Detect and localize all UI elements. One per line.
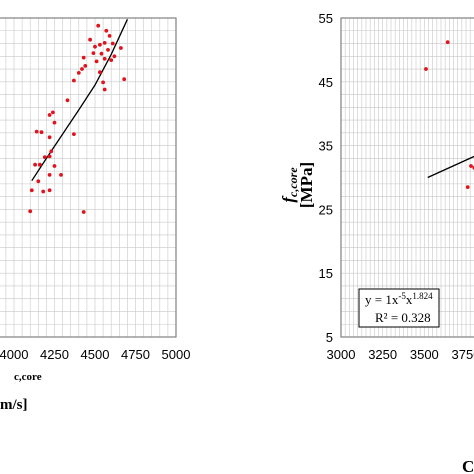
chart-left-xlabel-fragment-bottom: m/s] — [0, 397, 28, 413]
chart-right-points — [424, 40, 474, 190]
chart-right-ylabel: fc,core [MPa] — [279, 162, 316, 208]
x-tick-label: 3000 — [327, 347, 356, 362]
data-point — [51, 110, 55, 115]
chart-left-points — [28, 23, 127, 214]
data-point — [39, 130, 44, 135]
x-tick-label: 4750 — [121, 347, 150, 362]
data-point — [49, 149, 54, 154]
data-point — [65, 98, 70, 103]
chart-right-y-ticks: 5 15 25 35 45 55 — [319, 11, 333, 345]
data-point — [80, 67, 84, 71]
data-point — [465, 185, 470, 190]
ylabel-subscript: c,core — [286, 167, 300, 197]
data-point — [29, 188, 34, 193]
data-point — [76, 71, 81, 75]
data-point — [33, 162, 37, 167]
data-point — [99, 51, 104, 56]
data-point — [81, 55, 86, 60]
x-tick-label: 4000 — [0, 347, 28, 362]
data-point — [83, 64, 88, 68]
chart-left-x-ticks: 4000 4250 4500 4750 5000 — [0, 347, 190, 362]
y-tick-label: 35 — [319, 139, 333, 154]
chart-left-vpulse: 4000 4250 4500 4750 5000 c,core m/s] — [0, 17, 190, 413]
data-point — [112, 54, 117, 59]
data-point — [34, 129, 39, 134]
x-tick-label: 4500 — [81, 347, 110, 362]
data-point — [122, 77, 127, 82]
x-tick-label: 3750 — [452, 347, 474, 362]
x-tick-label: 3250 — [368, 347, 397, 362]
equation-x-char: x — [392, 292, 399, 307]
y-tick-label: 15 — [319, 266, 333, 281]
data-point — [110, 41, 115, 46]
chart-right-trendline — [427, 155, 474, 179]
data-point — [47, 113, 52, 117]
equation-exp2: 1.824 — [412, 291, 433, 301]
chart-right-gridlines — [340, 17, 474, 338]
y-tick-label: 55 — [319, 11, 333, 26]
data-point — [47, 173, 52, 177]
data-point — [93, 44, 97, 49]
data-point — [106, 48, 110, 52]
data-point — [445, 40, 450, 45]
data-point — [424, 67, 428, 71]
equation-prefix: y = 1 — [365, 292, 392, 307]
data-point — [107, 34, 112, 38]
data-point — [42, 155, 47, 160]
data-point — [72, 132, 76, 137]
x-tick-label: 4250 — [40, 347, 69, 362]
data-point — [96, 23, 101, 28]
svg-text:fc,core: fc,core — [279, 167, 300, 203]
chart-left-gridlines — [0, 17, 177, 338]
data-point — [59, 173, 63, 177]
data-point — [94, 59, 99, 64]
x-tick-label: 5000 — [162, 347, 191, 362]
data-point — [119, 46, 123, 50]
chart-left-xlabel-fragment-top: c,core — [14, 371, 42, 383]
y-tick-label: 25 — [319, 202, 333, 217]
data-point — [47, 154, 52, 159]
svg-text:y = 1x-5x1.824: y = 1x-5x1.824 — [365, 291, 433, 307]
data-point — [28, 209, 33, 214]
chart-left-trendline — [31, 19, 128, 182]
data-point — [47, 135, 52, 140]
data-point — [102, 56, 107, 61]
y-tick-label: 5 — [326, 330, 333, 345]
equation-r2: R² = 0.328 — [375, 310, 431, 325]
x-tick-label: 3500 — [410, 347, 439, 362]
ylabel-symbol: f — [279, 195, 298, 203]
ylabel-unit: [MPa] — [297, 162, 316, 208]
chart-right-x-ticks: 3000 3250 3500 3750 — [327, 347, 474, 362]
chart-right-vpulse: 3000 3250 3500 3750 5 15 25 35 45 55 fc,core [MP… — [279, 11, 474, 474]
data-point — [104, 28, 109, 33]
chart-right-xlabel-fragment: C — [462, 457, 474, 474]
data-point — [38, 162, 42, 167]
data-point — [52, 120, 57, 125]
data-point — [98, 42, 102, 47]
chart-right-plot-frame — [340, 17, 474, 338]
chart-left-plot-frame — [0, 17, 177, 338]
data-point — [101, 80, 105, 85]
equation-exp1: -5 — [398, 291, 406, 301]
data-point — [98, 70, 102, 75]
data-point — [36, 179, 41, 184]
chart-right-equation-box: y = 1x-5x1.824 R² = 0.328 — [358, 288, 440, 328]
data-point — [88, 37, 92, 42]
data-point — [91, 51, 96, 55]
data-point — [102, 41, 107, 45]
data-point — [102, 87, 107, 92]
data-point — [109, 58, 114, 62]
data-point — [72, 78, 76, 83]
equation-mid: x — [406, 292, 413, 307]
data-point — [47, 188, 52, 193]
data-point — [469, 164, 473, 168]
data-point — [52, 164, 57, 168]
y-tick-label: 45 — [319, 75, 333, 90]
data-point — [41, 189, 46, 194]
data-point — [81, 210, 86, 214]
